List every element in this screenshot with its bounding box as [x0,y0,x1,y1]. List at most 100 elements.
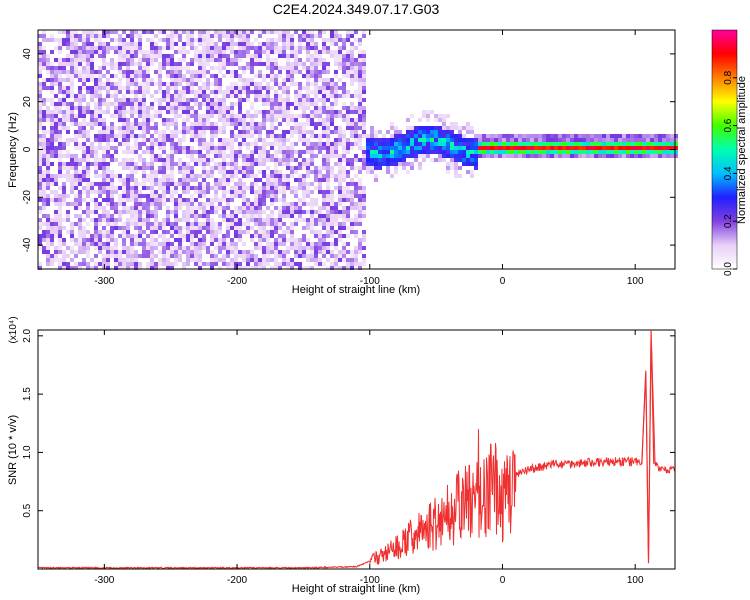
heatmap-cell [242,38,246,42]
heatmap-cell [346,138,350,142]
heatmap-cell [178,254,182,258]
heatmap-cell [278,234,282,238]
heatmap-cell [342,118,346,122]
heatmap-cell [334,202,338,206]
heatmap-cell [398,130,402,134]
heatmap-cell [310,150,314,154]
heatmap-cell [210,230,214,234]
heatmap-cell [146,202,150,206]
heatmap-cell [298,206,302,210]
heatmap-cell [326,98,330,102]
heatmap-cell [186,66,190,70]
heatmap-cell [254,58,258,62]
heatmap-cell [94,218,98,222]
heatmap-cell [102,182,106,186]
heatmap-cell [66,74,70,78]
heatmap-cell [282,98,286,102]
heatmap-cell [218,250,222,254]
heatmap-cell [478,142,482,146]
heatmap-cell [202,246,206,250]
heatmap-cell [282,242,286,246]
heatmap-cell [154,130,158,134]
heatmap-cell [246,210,250,214]
heatmap-cell [114,186,118,190]
heatmap-cell [614,134,618,138]
heatmap-cell [538,146,542,150]
heatmap-cell [222,74,226,78]
heatmap-cell [250,142,254,146]
heatmap-cell [174,78,178,82]
heatmap-cell [138,198,142,202]
heatmap-cell [62,250,66,254]
heatmap-cell [190,122,194,126]
heatmap-cell [262,198,266,202]
heatmap-cell [174,50,178,54]
heatmap-cell [538,134,542,138]
heatmap-cell [290,34,294,38]
heatmap-cell [334,82,338,86]
heatmap-cell [210,186,214,190]
heatmap-cell [102,54,106,58]
heatmap-cell [290,214,294,218]
heatmap-cell [222,214,226,218]
chart-title: C2E4.2024.349.07.17.G03 [273,1,440,17]
heatmap-cell [74,106,78,110]
heatmap-cell [346,74,350,78]
heatmap-cell [346,94,350,98]
heatmap-cell [98,94,102,98]
heatmap-cell [298,182,302,186]
heatmap-cell [238,50,242,54]
heatmap-cell [246,66,250,70]
heatmap-cell [266,174,270,178]
heatmap-cell [94,106,98,110]
heatmap-cell [194,102,198,106]
heatmap-cell [318,214,322,218]
heatmap-cell [478,146,482,150]
heatmap-cell [286,182,290,186]
heatmap-cell [42,102,46,106]
heatmap-cell [590,146,594,150]
heatmap-cell [270,226,274,230]
heatmap-cell [510,138,514,142]
heatmap-cell [666,154,670,158]
heatmap-cell [402,158,406,162]
heatmap-cell [190,86,194,90]
heatmap-cell [458,174,462,178]
heatmap-cell [174,106,178,110]
heatmap-cell [130,74,134,78]
heatmap-cell [186,110,190,114]
heatmap-cell [122,58,126,62]
heatmap-cell [70,102,74,106]
heatmap-cell [418,154,422,158]
heatmap-cell [42,34,46,38]
heatmap-cell [446,138,450,142]
heatmap-cell [310,66,314,70]
heatmap-cell [618,150,622,154]
heatmap-cell [106,170,110,174]
heatmap-cell [94,50,98,54]
heatmap-cell [626,134,630,138]
heatmap-cell [166,222,170,226]
heatmap-cell [170,86,174,90]
heatmap-cell [234,226,238,230]
heatmap-cell [98,66,102,70]
heatmap-cell [266,246,270,250]
heatmap-cell [442,130,446,134]
heatmap-cell [74,206,78,210]
heatmap-cell [646,134,650,138]
heatmap-cell [134,222,138,226]
heatmap-cell [338,186,342,190]
heatmap-cell [54,130,58,134]
heatmap-cell [78,74,82,78]
heatmap-cell [350,166,354,170]
heatmap-cell [38,246,42,250]
heatmap-cell [46,194,50,198]
heatmap-cell [338,214,342,218]
heatmap-cell [78,174,82,178]
heatmap-cell [358,90,362,94]
heatmap-cell [286,154,290,158]
heatmap-cell [394,170,398,174]
heatmap-cell [294,114,298,118]
heatmap-cell [418,118,422,122]
heatmap-cell [102,258,106,262]
